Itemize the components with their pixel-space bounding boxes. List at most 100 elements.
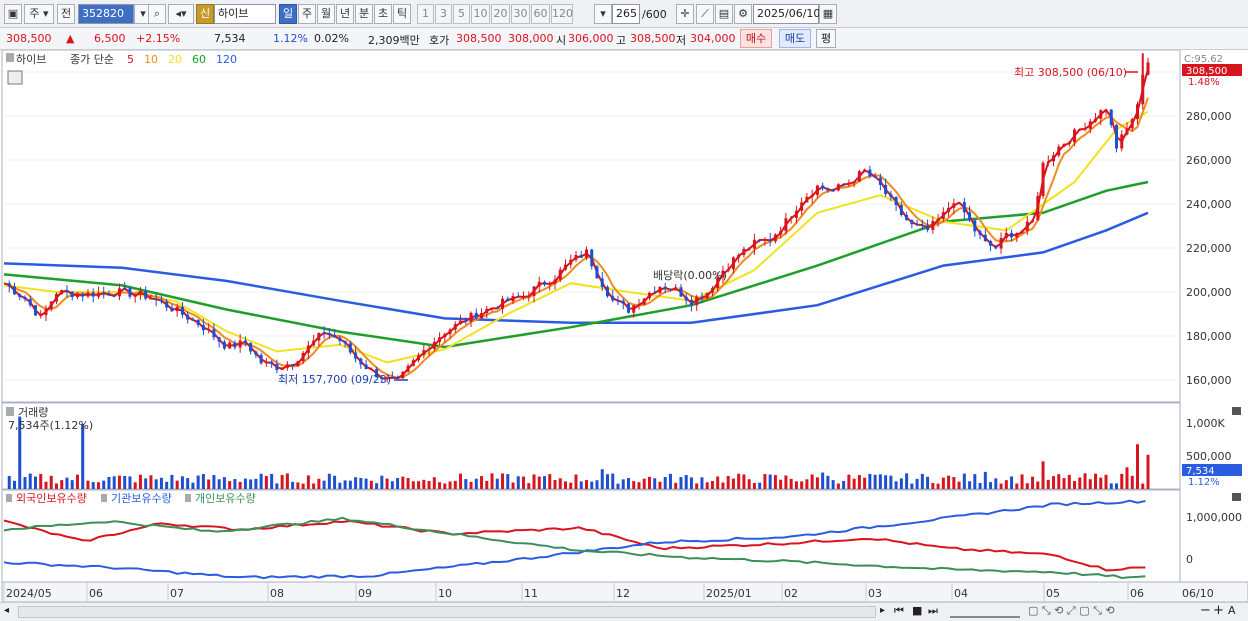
- draw-line-icon[interactable]: ⟋: [696, 4, 714, 24]
- candle-body: [910, 220, 914, 225]
- volume-handle-icon[interactable]: [6, 407, 14, 416]
- candle-body: [847, 182, 851, 185]
- volume-bar: [868, 473, 872, 489]
- buy-button[interactable]: 매수: [740, 29, 772, 48]
- period-tab-1[interactable]: 주: [298, 4, 316, 24]
- zoom-slider[interactable]: [950, 606, 1020, 618]
- zoom-in-icon[interactable]: +: [1213, 603, 1224, 618]
- interval-tab-4[interactable]: 20: [491, 4, 510, 24]
- volume-bar: [658, 481, 662, 489]
- code-input[interactable]: 352820: [78, 4, 134, 24]
- search-icon[interactable]: ⌕: [148, 4, 166, 24]
- crosshair-icon[interactable]: ✛: [676, 4, 694, 24]
- forward-icon[interactable]: ⏭: [928, 604, 938, 617]
- holding-legend-0: 외국인보유수량: [16, 492, 87, 505]
- prev-button[interactable]: 전: [57, 4, 75, 24]
- volume-bar: [453, 480, 457, 489]
- interval-tab-3[interactable]: 10: [471, 4, 490, 24]
- candle-body: [212, 329, 216, 338]
- stock-name-field[interactable]: 하이브: [214, 4, 276, 24]
- volume-bar: [7, 476, 11, 489]
- period-tab-5[interactable]: 초: [374, 4, 392, 24]
- volume-bar: [931, 482, 935, 489]
- save-icon[interactable]: ▤: [715, 4, 733, 24]
- low-label: 저: [676, 34, 687, 47]
- volume-bar: [831, 480, 835, 489]
- candle-body: [191, 319, 195, 321]
- candle-body: [826, 188, 830, 191]
- current-price: 308,500: [6, 32, 52, 45]
- volume-bar: [81, 423, 85, 489]
- calendar-icon[interactable]: ▦: [819, 4, 837, 24]
- volume-bar: [280, 474, 284, 489]
- holding-legend-marker: [6, 494, 12, 502]
- candle-body: [1130, 119, 1134, 129]
- sell-button[interactable]: 매도: [779, 29, 811, 48]
- candle-body: [920, 224, 924, 226]
- candle-body: [107, 293, 111, 296]
- x-axis-label: 04: [954, 587, 968, 600]
- table-icon[interactable]: [7, 70, 23, 85]
- interval-tab-6[interactable]: 60: [531, 4, 550, 24]
- candle-body: [647, 292, 651, 299]
- scroll-track[interactable]: [18, 606, 876, 618]
- volume-bar: [889, 475, 893, 489]
- period-tab-3[interactable]: 년: [336, 4, 354, 24]
- period-tab-6[interactable]: 틱: [393, 4, 411, 24]
- rewind-icon[interactable]: ⏮: [894, 604, 904, 617]
- type-select[interactable]: 주 ▾: [24, 4, 54, 24]
- volume-last-label: 7,534: [1186, 466, 1215, 477]
- avg-button[interactable]: 평: [816, 29, 836, 48]
- candle-body: [1083, 128, 1087, 130]
- candle-body: [674, 287, 678, 291]
- volume-bar: [60, 480, 64, 489]
- candle-body: [86, 292, 90, 297]
- menu-icon[interactable]: ▣: [4, 4, 22, 24]
- candle-body: [406, 365, 410, 372]
- date-input[interactable]: 2025/06/10: [753, 4, 820, 24]
- interval-tab-2[interactable]: 5: [453, 4, 470, 24]
- gear-icon[interactable]: ⚙: [734, 4, 752, 24]
- interval-tab-7[interactable]: 120: [551, 4, 573, 24]
- period-tab-2[interactable]: 월: [317, 4, 335, 24]
- volume-bar: [616, 483, 620, 489]
- interval-tab-1[interactable]: 3: [435, 4, 452, 24]
- volume-bar: [674, 482, 678, 489]
- zoom-out-icon[interactable]: −: [1200, 603, 1211, 618]
- price-tick: 180,000: [1186, 330, 1232, 343]
- candle-body: [390, 377, 394, 379]
- interval-tab-0[interactable]: 1: [417, 4, 434, 24]
- volume-bar: [422, 479, 426, 489]
- chart-area[interactable]: 300,000280,000260,000240,000220,000200,0…: [0, 50, 1248, 602]
- stop-icon[interactable]: ■: [912, 604, 923, 617]
- candle-body: [532, 286, 536, 297]
- open-value: 306,000: [568, 32, 614, 45]
- price-tick: 160,000: [1186, 374, 1232, 387]
- scroll-left-icon[interactable]: ◂: [4, 605, 10, 616]
- panel-handle-icon[interactable]: [6, 53, 14, 62]
- candle-body: [574, 255, 578, 260]
- candle-body: [417, 355, 421, 361]
- candle-body: [805, 196, 809, 203]
- interval-tab-5[interactable]: 30: [511, 4, 530, 24]
- scroll-right-icon[interactable]: ▸: [880, 605, 886, 616]
- candle-body: [7, 283, 11, 287]
- candle-body: [710, 288, 714, 293]
- interval-dropdown-icon[interactable]: ▾: [594, 4, 612, 24]
- candle-body: [1078, 129, 1082, 131]
- tools-icons[interactable]: ▢ ⤡ ⟲ ⤢ ▢ ⤡ ⟲: [1028, 604, 1115, 617]
- holding-legend-1: 기관보유수량: [111, 492, 172, 505]
- candle-body: [663, 286, 667, 290]
- candle-body: [422, 350, 426, 356]
- ma60-line: [3, 180, 1149, 349]
- speaker-icon[interactable]: ◂▾: [168, 4, 194, 24]
- x-axis-label: 06: [1130, 587, 1144, 600]
- volume-bar: [212, 475, 216, 489]
- volume-collapse-icon[interactable]: [1232, 407, 1241, 415]
- font-size-icon[interactable]: A: [1228, 604, 1236, 617]
- candle-body: [989, 241, 993, 246]
- count-input[interactable]: 265: [612, 4, 640, 24]
- period-tab-0[interactable]: 일: [279, 4, 297, 24]
- holding-collapse-icon[interactable]: [1232, 493, 1241, 501]
- period-tab-4[interactable]: 분: [355, 4, 373, 24]
